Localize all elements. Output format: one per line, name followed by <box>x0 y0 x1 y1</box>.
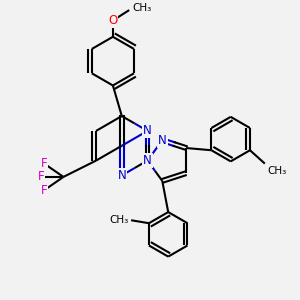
Text: N: N <box>143 124 152 137</box>
Text: CH₃: CH₃ <box>133 3 152 13</box>
Text: F: F <box>41 184 47 197</box>
Text: CH₃: CH₃ <box>267 166 286 176</box>
Text: F: F <box>41 157 47 170</box>
Text: N: N <box>117 169 126 182</box>
Text: F: F <box>38 170 44 183</box>
Text: N: N <box>158 134 167 147</box>
Text: N: N <box>143 154 152 167</box>
Text: CH₃: CH₃ <box>110 215 129 225</box>
Text: O: O <box>108 14 118 27</box>
